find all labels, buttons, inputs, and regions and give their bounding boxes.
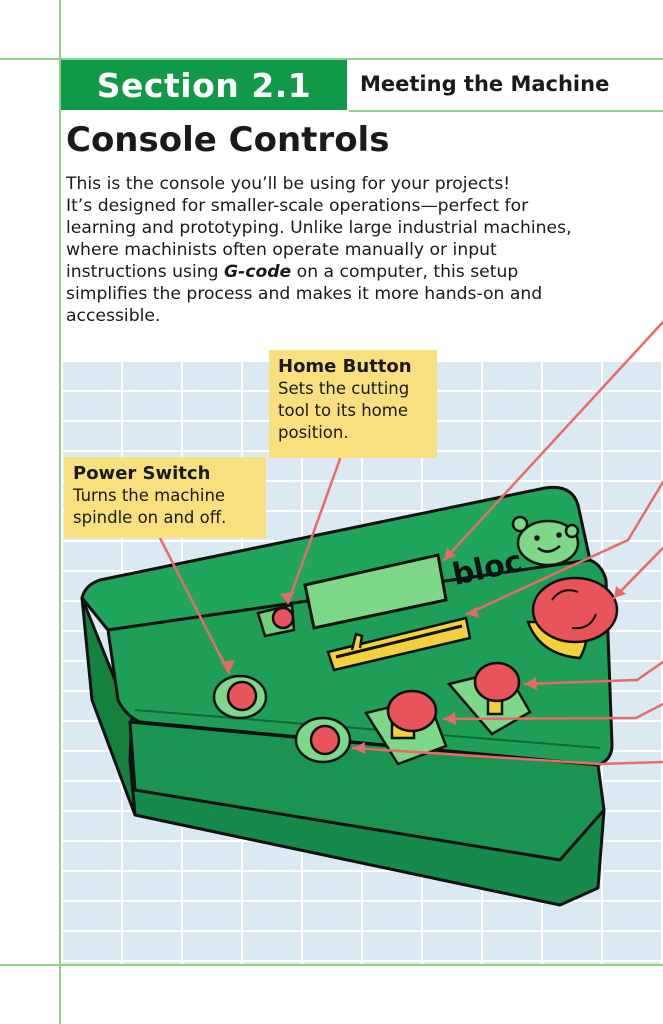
intro-line: learning and prototyping. Unlike large i… (66, 218, 572, 238)
intro-line: This is the console you’ll be using for … (66, 174, 511, 194)
intro-line: where machinists often operate manually … (66, 240, 497, 260)
gcode-term: G-code (224, 262, 292, 282)
lower-button (294, 716, 352, 764)
power-switch-callout: Power Switch Turns the machine spindle o… (64, 457, 266, 538)
mascot-logo (511, 515, 580, 567)
callout-title: Home Button (278, 356, 412, 377)
intro-paragraph: This is the console you’ll be using for … (66, 173, 626, 327)
callout-description: tool to its home (278, 401, 408, 420)
intro-line: simplifies the process and makes it more… (66, 284, 543, 304)
intro-line: accessible. (66, 306, 161, 326)
leader-estop (612, 546, 663, 600)
section-rule (349, 110, 663, 112)
page-title: Console Controls (66, 120, 390, 160)
leader-slot (465, 480, 663, 616)
leader-right-joystick (523, 660, 663, 686)
margin-guide-top (0, 58, 663, 60)
emergency-stop-button (526, 576, 619, 660)
panel-edge-line (134, 709, 601, 749)
leader-lines (158, 320, 663, 766)
section-number-badge: Section 2.1 (61, 60, 347, 110)
margin-guide-bottom (0, 964, 663, 966)
intro-line: It’s designed for smaller-scale operatio… (66, 196, 529, 216)
intro-text: instructions using (66, 262, 225, 282)
power-switch-button (212, 674, 268, 720)
intro-text: on a computer, this setup (291, 262, 519, 282)
center-joystick (364, 689, 448, 766)
margin-guide-vertical (59, 0, 61, 1024)
leader-power (158, 536, 231, 675)
leader-center-joystick (442, 702, 663, 721)
leader-lower-button (351, 746, 663, 766)
home-button-callout: Home Button Sets the cutting tool to its… (269, 350, 437, 458)
section-title: Meeting the Machine (360, 72, 610, 96)
callout-description: Sets the cutting (278, 379, 410, 398)
callout-description: spindle on and off. (73, 508, 227, 527)
leader-home (286, 457, 342, 605)
callout-description: position. (278, 423, 349, 442)
callout-title: Power Switch (73, 463, 211, 484)
card-slot (326, 616, 472, 672)
home-button (256, 603, 296, 638)
display-screen (303, 553, 448, 630)
leader-screen (442, 320, 663, 562)
leader-arrowheads (221, 548, 626, 754)
callout-description: Turns the machine (73, 486, 226, 505)
intro-line: instructions using G-code on a computer,… (66, 261, 626, 283)
